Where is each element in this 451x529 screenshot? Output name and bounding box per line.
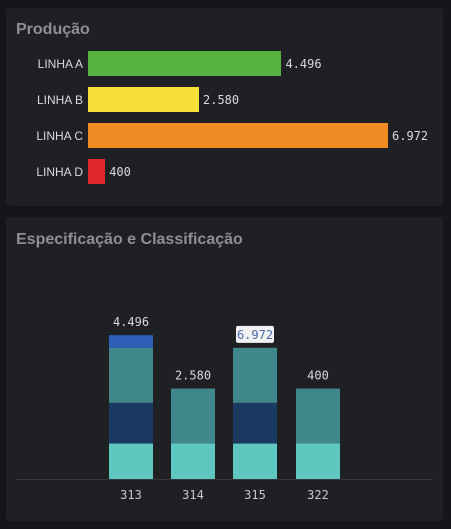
stacked-bar-segment[interactable]	[109, 347, 153, 403]
stacked-bar-segment[interactable]	[171, 443, 215, 479]
production-bar-value: 2.580	[203, 93, 240, 107]
production-bar-label: LINHA C	[36, 129, 83, 143]
bar-total-label: 400	[307, 369, 329, 383]
production-panel: Produção LINHA A 4.496 LINHA B 2.580 LINHA C…	[6, 8, 443, 206]
specification-stacked-bar-chart: 4.496 313 2.580 314 6.972 315 400 322	[16, 315, 433, 502]
production-bar[interactable]	[88, 123, 388, 148]
bar-total-label: 4.496	[113, 315, 149, 329]
stacked-bar-segment[interactable]	[109, 443, 153, 479]
stacked-bar-segment[interactable]	[296, 388, 340, 444]
production-bar-value: 4.496	[285, 57, 322, 71]
bar-total-label: 6.972	[237, 328, 273, 342]
production-bar-value: 400	[109, 165, 131, 179]
specification-panel: Especificação e Classificação 4.496 313 2.…	[6, 217, 443, 521]
production-bar[interactable]	[88, 51, 282, 76]
specification-panel-title: Especificação e Classificação	[16, 231, 243, 248]
stacked-bar-segment[interactable]	[296, 443, 340, 479]
x-tick-label: 314	[182, 488, 204, 502]
x-tick-label: 313	[120, 488, 142, 502]
x-tick-label: 322	[307, 488, 329, 502]
total-label-highlight	[236, 325, 274, 343]
x-tick-label: 315	[244, 488, 266, 502]
production-bar[interactable]	[88, 159, 106, 184]
stacked-bar-segment[interactable]	[233, 347, 277, 403]
bar-total-label: 2.580	[175, 369, 211, 383]
production-panel-title: Produção	[16, 21, 90, 38]
stacked-bar-segment[interactable]	[233, 402, 277, 444]
stacked-bar-segment[interactable]	[171, 388, 215, 444]
stacked-bar-segment[interactable]	[109, 402, 153, 444]
production-bar-value: 6.972	[392, 129, 429, 143]
production-bar-label: LINHA A	[37, 57, 83, 71]
production-bar-label: LINHA B	[36, 93, 83, 107]
production-bar-label: LINHA D	[36, 165, 83, 179]
stacked-bar-segment[interactable]	[233, 443, 277, 479]
stacked-bar-segment[interactable]	[109, 335, 153, 348]
production-bar[interactable]	[88, 87, 199, 112]
